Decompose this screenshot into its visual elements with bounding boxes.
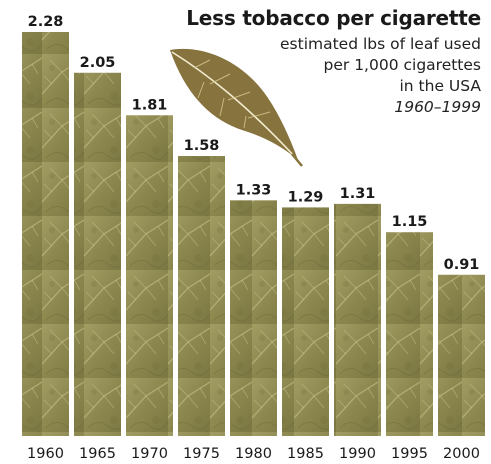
- subtitle-line-2: per 1,000 cigarettes: [323, 56, 481, 74]
- bar-1995: [386, 232, 433, 436]
- x-tick-label-1975: 1975: [183, 446, 220, 462]
- chart-title: Less tobacco per cigarette: [186, 6, 481, 30]
- x-tick-label-1960: 1960: [27, 446, 64, 462]
- bar-1980: [230, 200, 277, 436]
- value-label-1975: 1.58: [184, 138, 220, 154]
- chart-subtitle: estimated lbs of leaf used per 1,000 cig…: [186, 34, 481, 118]
- subtitle-line-3: in the USA: [399, 77, 482, 95]
- x-tick-label-1965: 1965: [79, 446, 116, 462]
- bar-1970: [126, 115, 173, 436]
- x-tick-label-1970: 1970: [131, 446, 168, 462]
- chart-title-block: Less tobacco per cigarette estimated lbs…: [186, 6, 481, 118]
- x-tick-label-2000: 2000: [443, 446, 480, 462]
- value-label-1990: 1.31: [340, 186, 376, 202]
- bar-1985: [282, 207, 329, 436]
- value-label-1960: 2.28: [28, 14, 64, 30]
- x-tick-label-1980: 1980: [235, 446, 272, 462]
- value-label-2000: 0.91: [444, 257, 480, 273]
- bar-1975: [178, 156, 225, 436]
- bar-1960: [22, 32, 69, 436]
- x-tick-label-1985: 1985: [287, 446, 324, 462]
- bar-1965: [74, 72, 121, 436]
- subtitle-line-1: estimated lbs of leaf used: [280, 35, 481, 53]
- value-label-1980: 1.33: [236, 182, 272, 198]
- bar-2000: [438, 274, 485, 436]
- bar-1990: [334, 203, 381, 436]
- tobacco-leaf-icon: [170, 48, 303, 167]
- value-label-1965: 2.05: [80, 55, 116, 71]
- x-tick-label-1990: 1990: [339, 446, 376, 462]
- subtitle-date-range: 1960–1999: [394, 98, 481, 116]
- value-label-1970: 1.81: [132, 97, 168, 113]
- value-label-1985: 1.29: [288, 189, 324, 205]
- value-label-1995: 1.15: [392, 214, 428, 230]
- x-tick-label-1995: 1995: [391, 446, 428, 462]
